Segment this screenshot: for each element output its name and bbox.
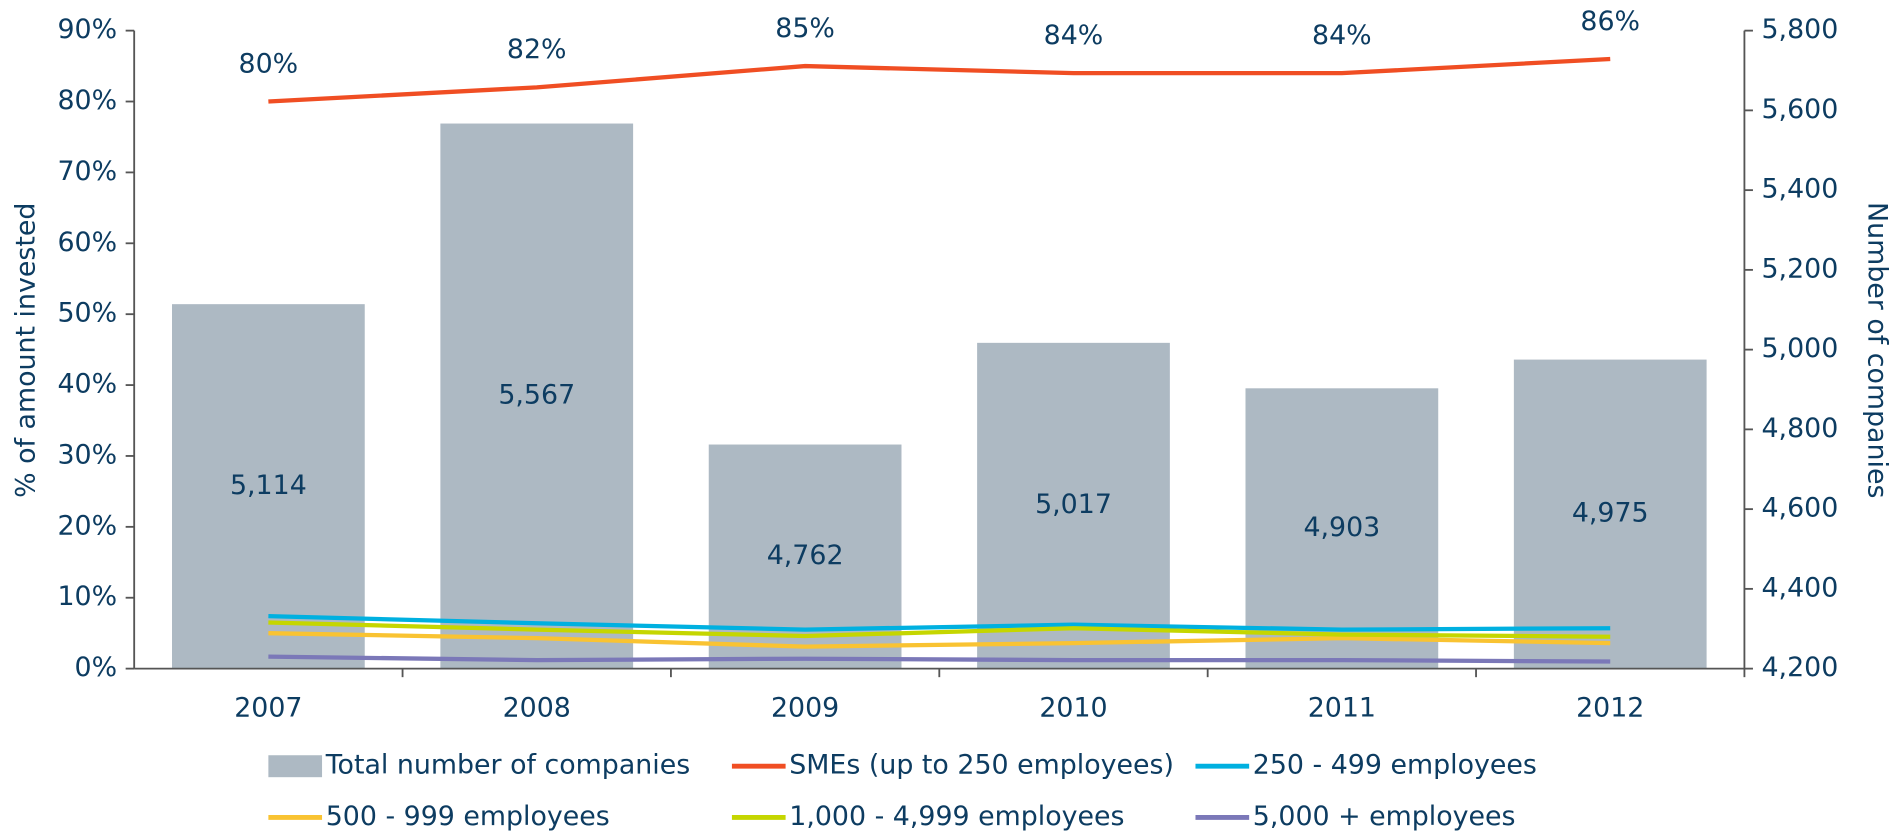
- legend-label: 250 - 499 employees: [1253, 750, 1537, 781]
- y-tick-label: 70%: [57, 156, 117, 187]
- y2-tick-label: 4,400: [1761, 572, 1838, 603]
- bar-value-label: 4,903: [1303, 512, 1380, 543]
- y-tick-label: 40%: [57, 369, 117, 400]
- y-tick-label: 20%: [57, 510, 117, 541]
- legend-label: SMEs (up to 250 employees): [789, 750, 1174, 781]
- legend-label: Total number of companies: [325, 750, 691, 781]
- line-value-label: 84%: [1044, 20, 1104, 51]
- bar: [1513, 359, 1707, 669]
- legend-swatch: [268, 755, 323, 778]
- bar: [1245, 388, 1439, 669]
- line-series: [268, 631, 1611, 649]
- bar-value-label: 4,762: [767, 540, 844, 571]
- y-tick-label: 90%: [57, 14, 117, 45]
- y2-tick-label: 4,800: [1761, 413, 1838, 444]
- bar-value-label: 5,567: [498, 380, 575, 411]
- y2-axis-label: Number of companies: [1862, 202, 1893, 498]
- bar: [440, 123, 634, 669]
- y2-tick-label: 4,600: [1761, 493, 1838, 524]
- y2-tick-label: 5,400: [1761, 174, 1838, 205]
- x-tick-label: 2012: [1576, 692, 1644, 723]
- y-axis-label: % of amount invested: [10, 203, 41, 498]
- y2-tick-label: 5,600: [1761, 94, 1838, 125]
- x-tick-label: 2007: [234, 692, 302, 723]
- x-tick-label: 2009: [771, 692, 839, 723]
- y-tick-label: 50%: [57, 298, 117, 329]
- line-value-label: 86%: [1580, 6, 1640, 37]
- y2-tick-label: 4,200: [1761, 652, 1838, 683]
- line-series: [268, 654, 1611, 664]
- line-series: [268, 620, 1611, 639]
- bar-value-label: 5,114: [230, 470, 307, 501]
- line-series: [268, 614, 1611, 632]
- y2-tick-label: 5,000: [1761, 333, 1838, 364]
- line-value-label: 82%: [507, 34, 567, 65]
- x-tick-label: 2010: [1039, 692, 1107, 723]
- y2-tick-label: 5,800: [1761, 14, 1838, 45]
- y-tick-label: 80%: [57, 85, 117, 116]
- y-tick-label: 30%: [57, 439, 117, 470]
- bar: [172, 304, 365, 669]
- bar: [977, 342, 1170, 669]
- line-series: [268, 56, 1611, 104]
- legend-label: 1,000 - 4,999 employees: [789, 801, 1124, 831]
- y-tick-label: 0%: [75, 652, 118, 683]
- legend-label: 500 - 999 employees: [326, 801, 610, 831]
- line-value-label: 80%: [239, 48, 299, 79]
- bar-value-label: 5,017: [1035, 489, 1112, 520]
- bar-value-label: 4,975: [1572, 498, 1649, 529]
- y2-tick-label: 5,200: [1761, 253, 1838, 284]
- x-tick-label: 2008: [503, 692, 571, 723]
- line-value-label: 84%: [1312, 20, 1372, 51]
- x-tick-label: 2011: [1308, 692, 1376, 723]
- y-tick-label: 60%: [57, 227, 117, 258]
- line-value-label: 85%: [775, 13, 835, 44]
- y-tick-label: 10%: [57, 581, 117, 612]
- legend-label: 5,000 + employees: [1253, 801, 1516, 831]
